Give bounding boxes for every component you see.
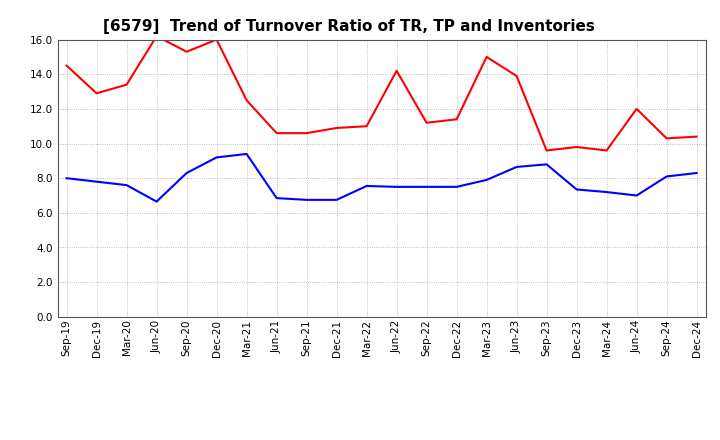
Trade Payables	[602, 189, 611, 194]
Trade Receivables	[392, 68, 401, 73]
Trade Receivables	[212, 37, 221, 42]
Trade Payables	[153, 199, 161, 204]
Trade Payables	[392, 184, 401, 190]
Trade Payables	[122, 183, 131, 188]
Line: Trade Receivables: Trade Receivables	[66, 36, 697, 150]
Trade Receivables	[542, 148, 551, 153]
Trade Payables	[662, 174, 671, 179]
Trade Payables	[92, 179, 101, 184]
Trade Payables	[272, 195, 281, 201]
Trade Payables	[572, 187, 581, 192]
Trade Payables	[422, 184, 431, 190]
Trade Payables	[182, 170, 191, 176]
Trade Payables	[482, 177, 491, 183]
Trade Payables	[333, 197, 341, 202]
Trade Payables	[513, 164, 521, 169]
Trade Receivables	[662, 136, 671, 141]
Trade Receivables	[302, 131, 311, 136]
Line: Trade Payables: Trade Payables	[66, 154, 697, 202]
Trade Receivables	[182, 49, 191, 55]
Trade Receivables	[92, 91, 101, 96]
Trade Receivables	[693, 134, 701, 139]
Trade Payables	[62, 176, 71, 181]
Trade Payables	[693, 170, 701, 176]
Trade Payables	[362, 183, 371, 189]
Trade Receivables	[452, 117, 461, 122]
Trade Receivables	[333, 125, 341, 131]
Trade Receivables	[572, 144, 581, 150]
Trade Payables	[542, 161, 551, 167]
Text: [6579]  Trend of Turnover Ratio of TR, TP and Inventories: [6579] Trend of Turnover Ratio of TR, TP…	[103, 19, 595, 34]
Trade Receivables	[632, 106, 641, 111]
Trade Receivables	[482, 54, 491, 59]
Trade Receivables	[62, 63, 71, 68]
Trade Payables	[212, 155, 221, 160]
Trade Payables	[302, 197, 311, 202]
Trade Receivables	[362, 124, 371, 129]
Trade Payables	[452, 184, 461, 190]
Trade Payables	[242, 151, 251, 157]
Trade Receivables	[513, 73, 521, 79]
Trade Receivables	[602, 148, 611, 153]
Trade Receivables	[272, 131, 281, 136]
Trade Receivables	[153, 33, 161, 39]
Trade Receivables	[242, 98, 251, 103]
Trade Receivables	[122, 82, 131, 87]
Trade Receivables	[422, 120, 431, 125]
Trade Payables	[632, 193, 641, 198]
